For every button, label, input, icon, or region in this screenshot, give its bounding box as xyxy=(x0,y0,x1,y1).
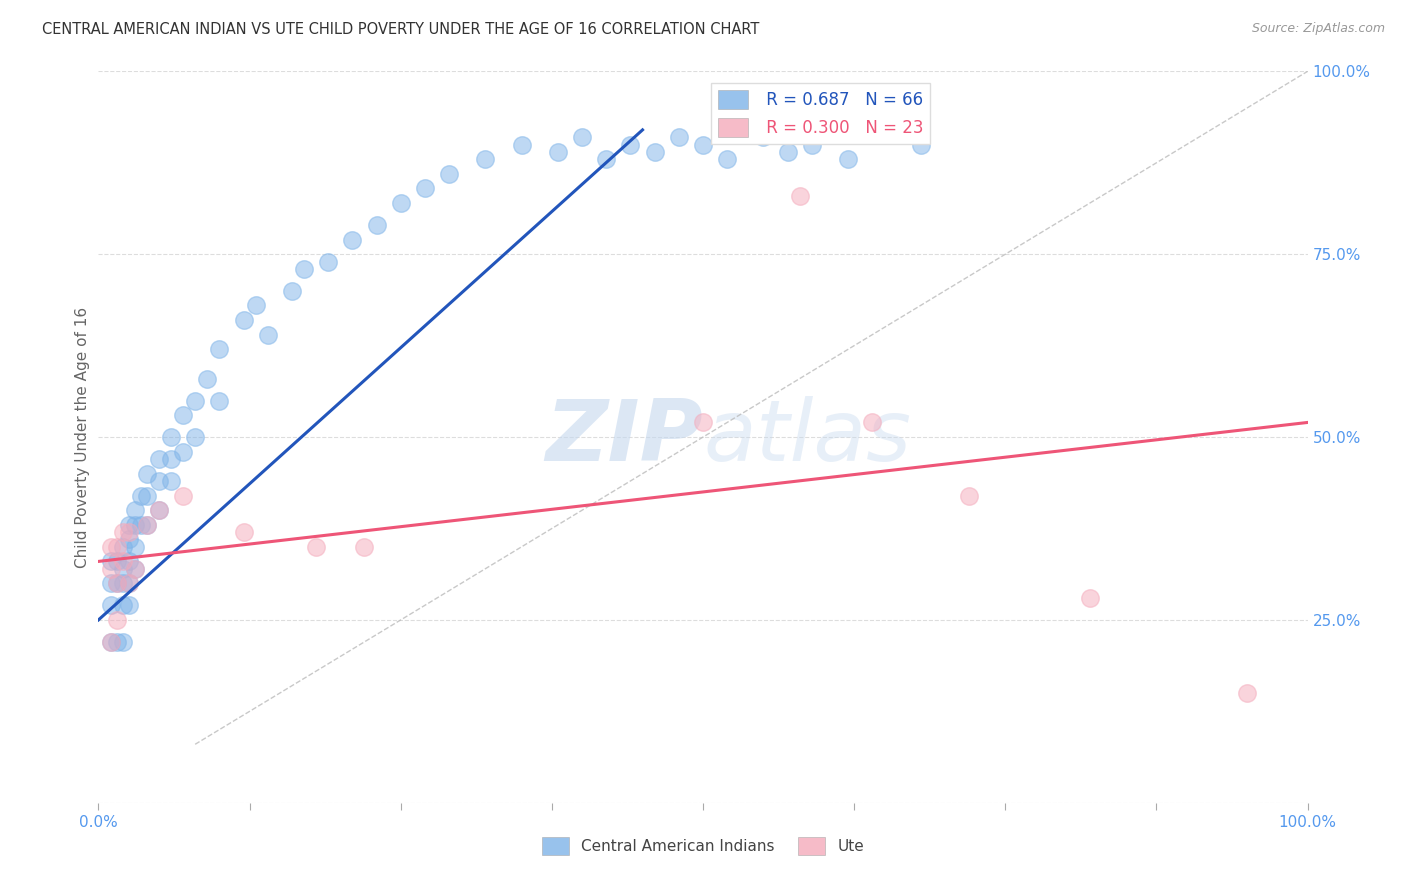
Point xyxy=(873,123,896,137)
Point xyxy=(100,554,122,568)
Point xyxy=(100,540,122,554)
Point xyxy=(111,554,134,568)
Point xyxy=(716,152,738,166)
Y-axis label: Child Poverty Under the Age of 16: Child Poverty Under the Age of 16 xyxy=(75,307,90,567)
Point xyxy=(100,562,122,576)
Point xyxy=(111,599,134,613)
Point xyxy=(353,540,375,554)
Point xyxy=(172,489,194,503)
Point xyxy=(148,474,170,488)
Text: ZIP: ZIP xyxy=(546,395,703,479)
Point xyxy=(118,533,141,547)
Point xyxy=(111,540,134,554)
Point xyxy=(366,218,388,232)
Point xyxy=(510,137,533,152)
Point xyxy=(105,576,128,591)
Point xyxy=(1078,591,1101,605)
Legend: Central American Indians, Ute: Central American Indians, Ute xyxy=(536,831,870,861)
Point xyxy=(232,313,254,327)
Point xyxy=(547,145,569,159)
Point xyxy=(752,130,775,145)
Point xyxy=(118,554,141,568)
Point xyxy=(256,327,278,342)
Point xyxy=(342,233,364,247)
Point xyxy=(124,517,146,532)
Point xyxy=(105,554,128,568)
Point xyxy=(789,188,811,202)
Point xyxy=(160,452,183,467)
Point xyxy=(474,152,496,166)
Point xyxy=(100,576,122,591)
Point xyxy=(111,635,134,649)
Point xyxy=(105,635,128,649)
Point xyxy=(837,152,859,166)
Point xyxy=(124,562,146,576)
Point xyxy=(172,444,194,458)
Point xyxy=(1236,686,1258,700)
Point xyxy=(172,408,194,422)
Point xyxy=(111,562,134,576)
Point xyxy=(118,517,141,532)
Point xyxy=(118,525,141,540)
Point xyxy=(111,525,134,540)
Point xyxy=(860,416,883,430)
Point xyxy=(135,467,157,481)
Point xyxy=(135,517,157,532)
Point xyxy=(124,503,146,517)
Point xyxy=(124,540,146,554)
Point xyxy=(135,517,157,532)
Point xyxy=(129,489,152,503)
Point xyxy=(160,430,183,444)
Point xyxy=(105,576,128,591)
Point xyxy=(111,576,134,591)
Point xyxy=(692,137,714,152)
Point xyxy=(389,196,412,211)
Point xyxy=(129,517,152,532)
Point xyxy=(148,503,170,517)
Point xyxy=(281,284,304,298)
Text: atlas: atlas xyxy=(703,395,911,479)
Point xyxy=(195,371,218,385)
Point xyxy=(208,343,231,357)
Point xyxy=(316,254,339,268)
Point xyxy=(292,261,315,276)
Point xyxy=(644,145,666,159)
Point xyxy=(208,393,231,408)
Point xyxy=(118,576,141,591)
Point xyxy=(118,599,141,613)
Point xyxy=(100,599,122,613)
Point xyxy=(148,452,170,467)
Point xyxy=(668,130,690,145)
Point xyxy=(135,489,157,503)
Point xyxy=(571,130,593,145)
Point xyxy=(692,416,714,430)
Point xyxy=(595,152,617,166)
Point xyxy=(776,145,799,159)
Point xyxy=(100,635,122,649)
Point xyxy=(105,613,128,627)
Point xyxy=(184,430,207,444)
Point xyxy=(800,137,823,152)
Point xyxy=(124,562,146,576)
Point xyxy=(118,576,141,591)
Text: CENTRAL AMERICAN INDIAN VS UTE CHILD POVERTY UNDER THE AGE OF 16 CORRELATION CHA: CENTRAL AMERICAN INDIAN VS UTE CHILD POV… xyxy=(42,22,759,37)
Point xyxy=(184,393,207,408)
Point xyxy=(413,181,436,195)
Point xyxy=(305,540,328,554)
Point xyxy=(957,489,980,503)
Point xyxy=(619,137,641,152)
Text: Source: ZipAtlas.com: Source: ZipAtlas.com xyxy=(1251,22,1385,36)
Point xyxy=(910,137,932,152)
Point xyxy=(148,503,170,517)
Point xyxy=(245,298,267,312)
Point xyxy=(105,540,128,554)
Point xyxy=(232,525,254,540)
Point xyxy=(100,635,122,649)
Point xyxy=(437,167,460,181)
Point xyxy=(160,474,183,488)
